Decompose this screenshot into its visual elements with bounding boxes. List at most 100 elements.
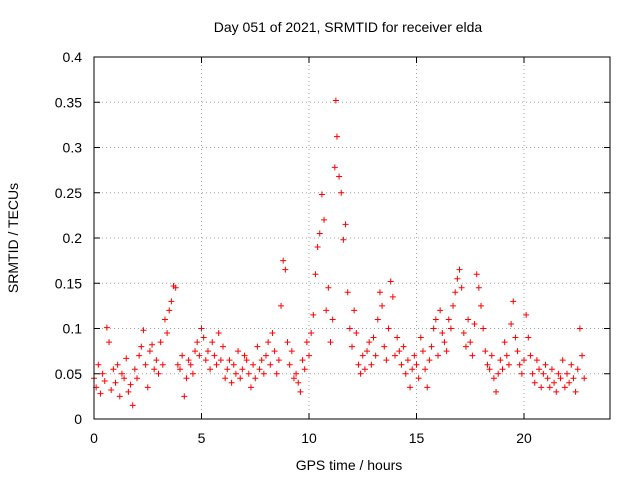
- data-point: [164, 330, 171, 337]
- data-point: [398, 361, 405, 368]
- data-point: [349, 343, 355, 350]
- data-point: [518, 370, 525, 377]
- data-point: [329, 316, 336, 323]
- data-point: [383, 357, 390, 364]
- data-point: [486, 366, 493, 373]
- data-point: [417, 334, 424, 341]
- data-point: [460, 330, 467, 337]
- data-point: [106, 339, 113, 346]
- data-point: [415, 375, 422, 382]
- data-point: [125, 388, 132, 395]
- data-point: [97, 390, 104, 397]
- data-point: [521, 357, 527, 364]
- data-point: [374, 316, 381, 323]
- data-point: [245, 370, 252, 377]
- data-point: [256, 366, 263, 373]
- data-point: [108, 387, 115, 394]
- data-point: [523, 311, 530, 318]
- data-point: [441, 339, 448, 346]
- data-point: [314, 244, 321, 251]
- data-point: [325, 284, 332, 291]
- data-point: [508, 320, 515, 327]
- data-point: [209, 339, 216, 346]
- data-point: [432, 316, 439, 323]
- data-point: [243, 357, 250, 364]
- data-points: [91, 97, 588, 409]
- data-point: [142, 361, 149, 368]
- data-point: [235, 348, 242, 355]
- x-tick-label: 5: [198, 430, 206, 446]
- data-point: [306, 352, 312, 359]
- data-point: [308, 330, 315, 337]
- data-point: [478, 302, 484, 309]
- data-point: [379, 302, 386, 309]
- data-point: [200, 334, 207, 341]
- data-point: [299, 357, 306, 364]
- data-point: [475, 284, 482, 291]
- data-point: [533, 357, 540, 364]
- data-point: [546, 384, 553, 391]
- data-point: [174, 361, 181, 368]
- data-point: [267, 361, 274, 368]
- data-point: [450, 302, 457, 309]
- data-point: [570, 375, 577, 382]
- data-point: [258, 357, 265, 364]
- data-point: [452, 289, 459, 296]
- data-point: [465, 316, 472, 323]
- data-point: [213, 361, 220, 368]
- data-point: [129, 402, 136, 409]
- data-point: [153, 357, 160, 364]
- data-point: [527, 352, 534, 359]
- data-point: [548, 366, 555, 373]
- data-point: [422, 366, 429, 373]
- data-point: [301, 366, 308, 373]
- data-point: [385, 325, 392, 332]
- x-axis-label: GPS time / hours: [296, 457, 403, 473]
- data-point: [149, 341, 156, 348]
- data-point: [357, 370, 364, 377]
- data-point: [273, 370, 280, 377]
- data-point: [103, 324, 110, 331]
- data-point: [189, 370, 196, 377]
- data-point: [467, 339, 474, 346]
- data-point: [361, 366, 368, 373]
- data-point: [480, 325, 487, 332]
- data-point: [247, 384, 254, 391]
- data-point: [404, 357, 411, 364]
- data-point: [211, 352, 218, 359]
- data-point: [241, 352, 248, 359]
- data-point: [278, 302, 285, 309]
- data-point: [428, 343, 435, 350]
- data-point: [568, 361, 575, 368]
- data-point: [342, 221, 349, 228]
- data-point: [484, 361, 491, 368]
- data-point: [159, 361, 166, 368]
- y-tick-label: 0.1: [63, 321, 83, 337]
- data-point: [407, 384, 414, 391]
- data-point: [469, 352, 476, 359]
- data-point: [232, 370, 239, 377]
- data-point: [194, 339, 201, 346]
- data-point: [99, 370, 106, 377]
- data-point: [112, 379, 119, 386]
- data-point: [237, 375, 244, 382]
- data-point: [290, 375, 297, 382]
- data-point: [146, 348, 153, 355]
- data-point: [192, 348, 199, 355]
- data-point: [172, 284, 179, 291]
- data-point: [226, 357, 233, 364]
- y-tick-label: 0.35: [55, 94, 82, 110]
- data-point: [572, 388, 579, 395]
- data-point: [376, 289, 383, 296]
- data-point: [424, 384, 431, 391]
- data-point: [555, 370, 562, 377]
- data-point: [196, 352, 203, 359]
- data-point: [187, 361, 194, 368]
- data-point: [346, 325, 353, 332]
- data-point: [538, 384, 545, 391]
- data-point: [400, 343, 407, 350]
- data-point: [265, 339, 272, 346]
- data-point: [310, 311, 317, 318]
- data-point: [454, 275, 461, 282]
